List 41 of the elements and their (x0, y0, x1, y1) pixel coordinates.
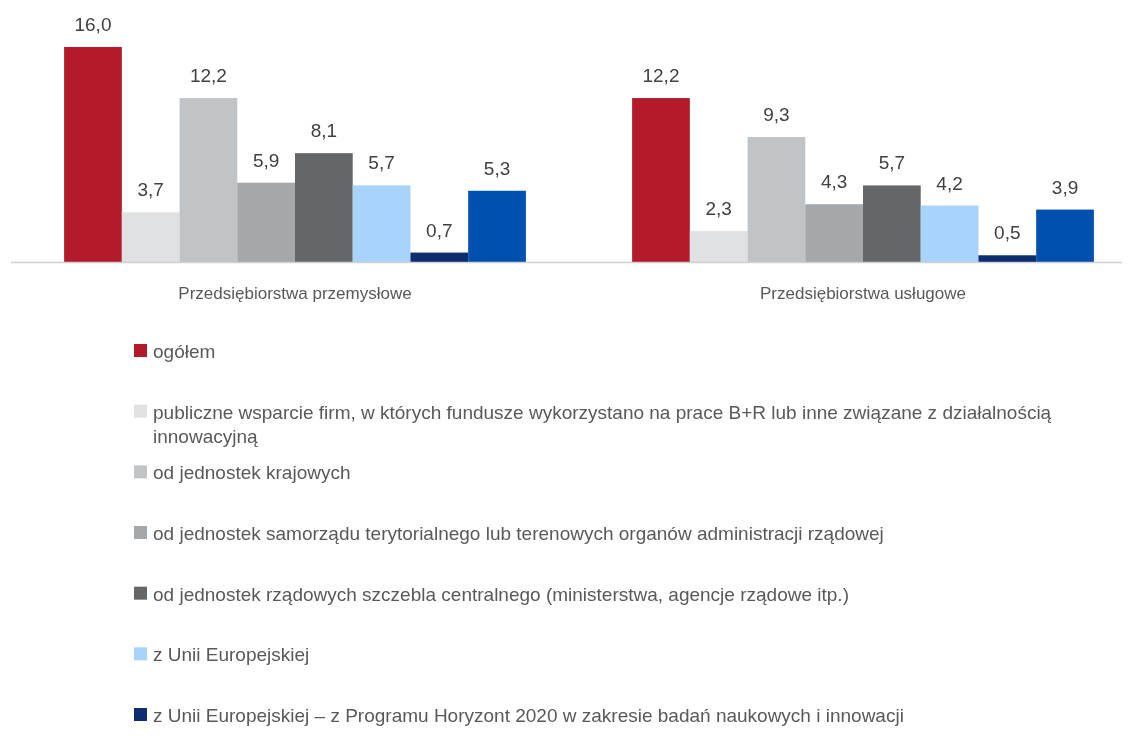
bar (64, 47, 122, 262)
bar (805, 204, 863, 262)
data-label: 9,3 (763, 104, 790, 126)
data-label: 0,5 (994, 222, 1021, 244)
bar (747, 137, 806, 262)
bar (179, 98, 238, 262)
data-label: 12,2 (189, 65, 227, 87)
bar (920, 205, 979, 262)
data-label: 16,0 (74, 14, 112, 35)
legend-label: z Unii Europejskiej – z Programu Horyzont 2020 w zakresie badań naukowych i innowacji (153, 705, 904, 726)
bar (352, 185, 411, 262)
bar (978, 255, 1037, 262)
legend-label: od jednostek samorządu terytorialnego lub terenowych organów administracji rządowej (153, 523, 884, 544)
legend-label: ogółem (153, 341, 216, 362)
legend-label: od jednostek rządowych szczebla centralnego (ministerstwa, agencje rządowe itp.) (153, 583, 849, 605)
data-label: 5,3 (483, 157, 511, 179)
bar (632, 98, 690, 262)
bar (410, 252, 469, 262)
data-label: 0,7 (426, 219, 453, 241)
bar (237, 182, 295, 262)
legend-label: od jednostek krajowych (153, 462, 351, 484)
x-tick-label: Przedsiębiorstwa przemysłowe (178, 284, 412, 303)
legend-label: z Unii Europejskiej (153, 644, 310, 666)
bar (863, 185, 921, 262)
bar (121, 212, 180, 262)
data-label: 5,7 (368, 152, 395, 174)
data-label: 3,7 (137, 179, 164, 201)
data-label: 5,9 (252, 149, 280, 171)
legend-label: publiczne wsparcie firm, w których fundusze wykorzystano na prace B+R lub inne związane z działalnością innowacyjną (153, 401, 1052, 447)
data-label: 12,2 (642, 65, 680, 87)
data-label: 4,3 (820, 171, 848, 193)
data-label: 2,3 (705, 198, 732, 220)
bar (295, 153, 353, 262)
data-label: 3,9 (1051, 176, 1079, 198)
data-label: 5,7 (878, 152, 906, 174)
bar (689, 231, 748, 262)
data-label: 4,2 (936, 172, 963, 194)
data-label: 8,1 (310, 120, 338, 142)
x-tick-label: Przedsiębiorstwa usługowe (760, 284, 966, 303)
bar (1036, 209, 1094, 262)
bar (468, 190, 526, 262)
